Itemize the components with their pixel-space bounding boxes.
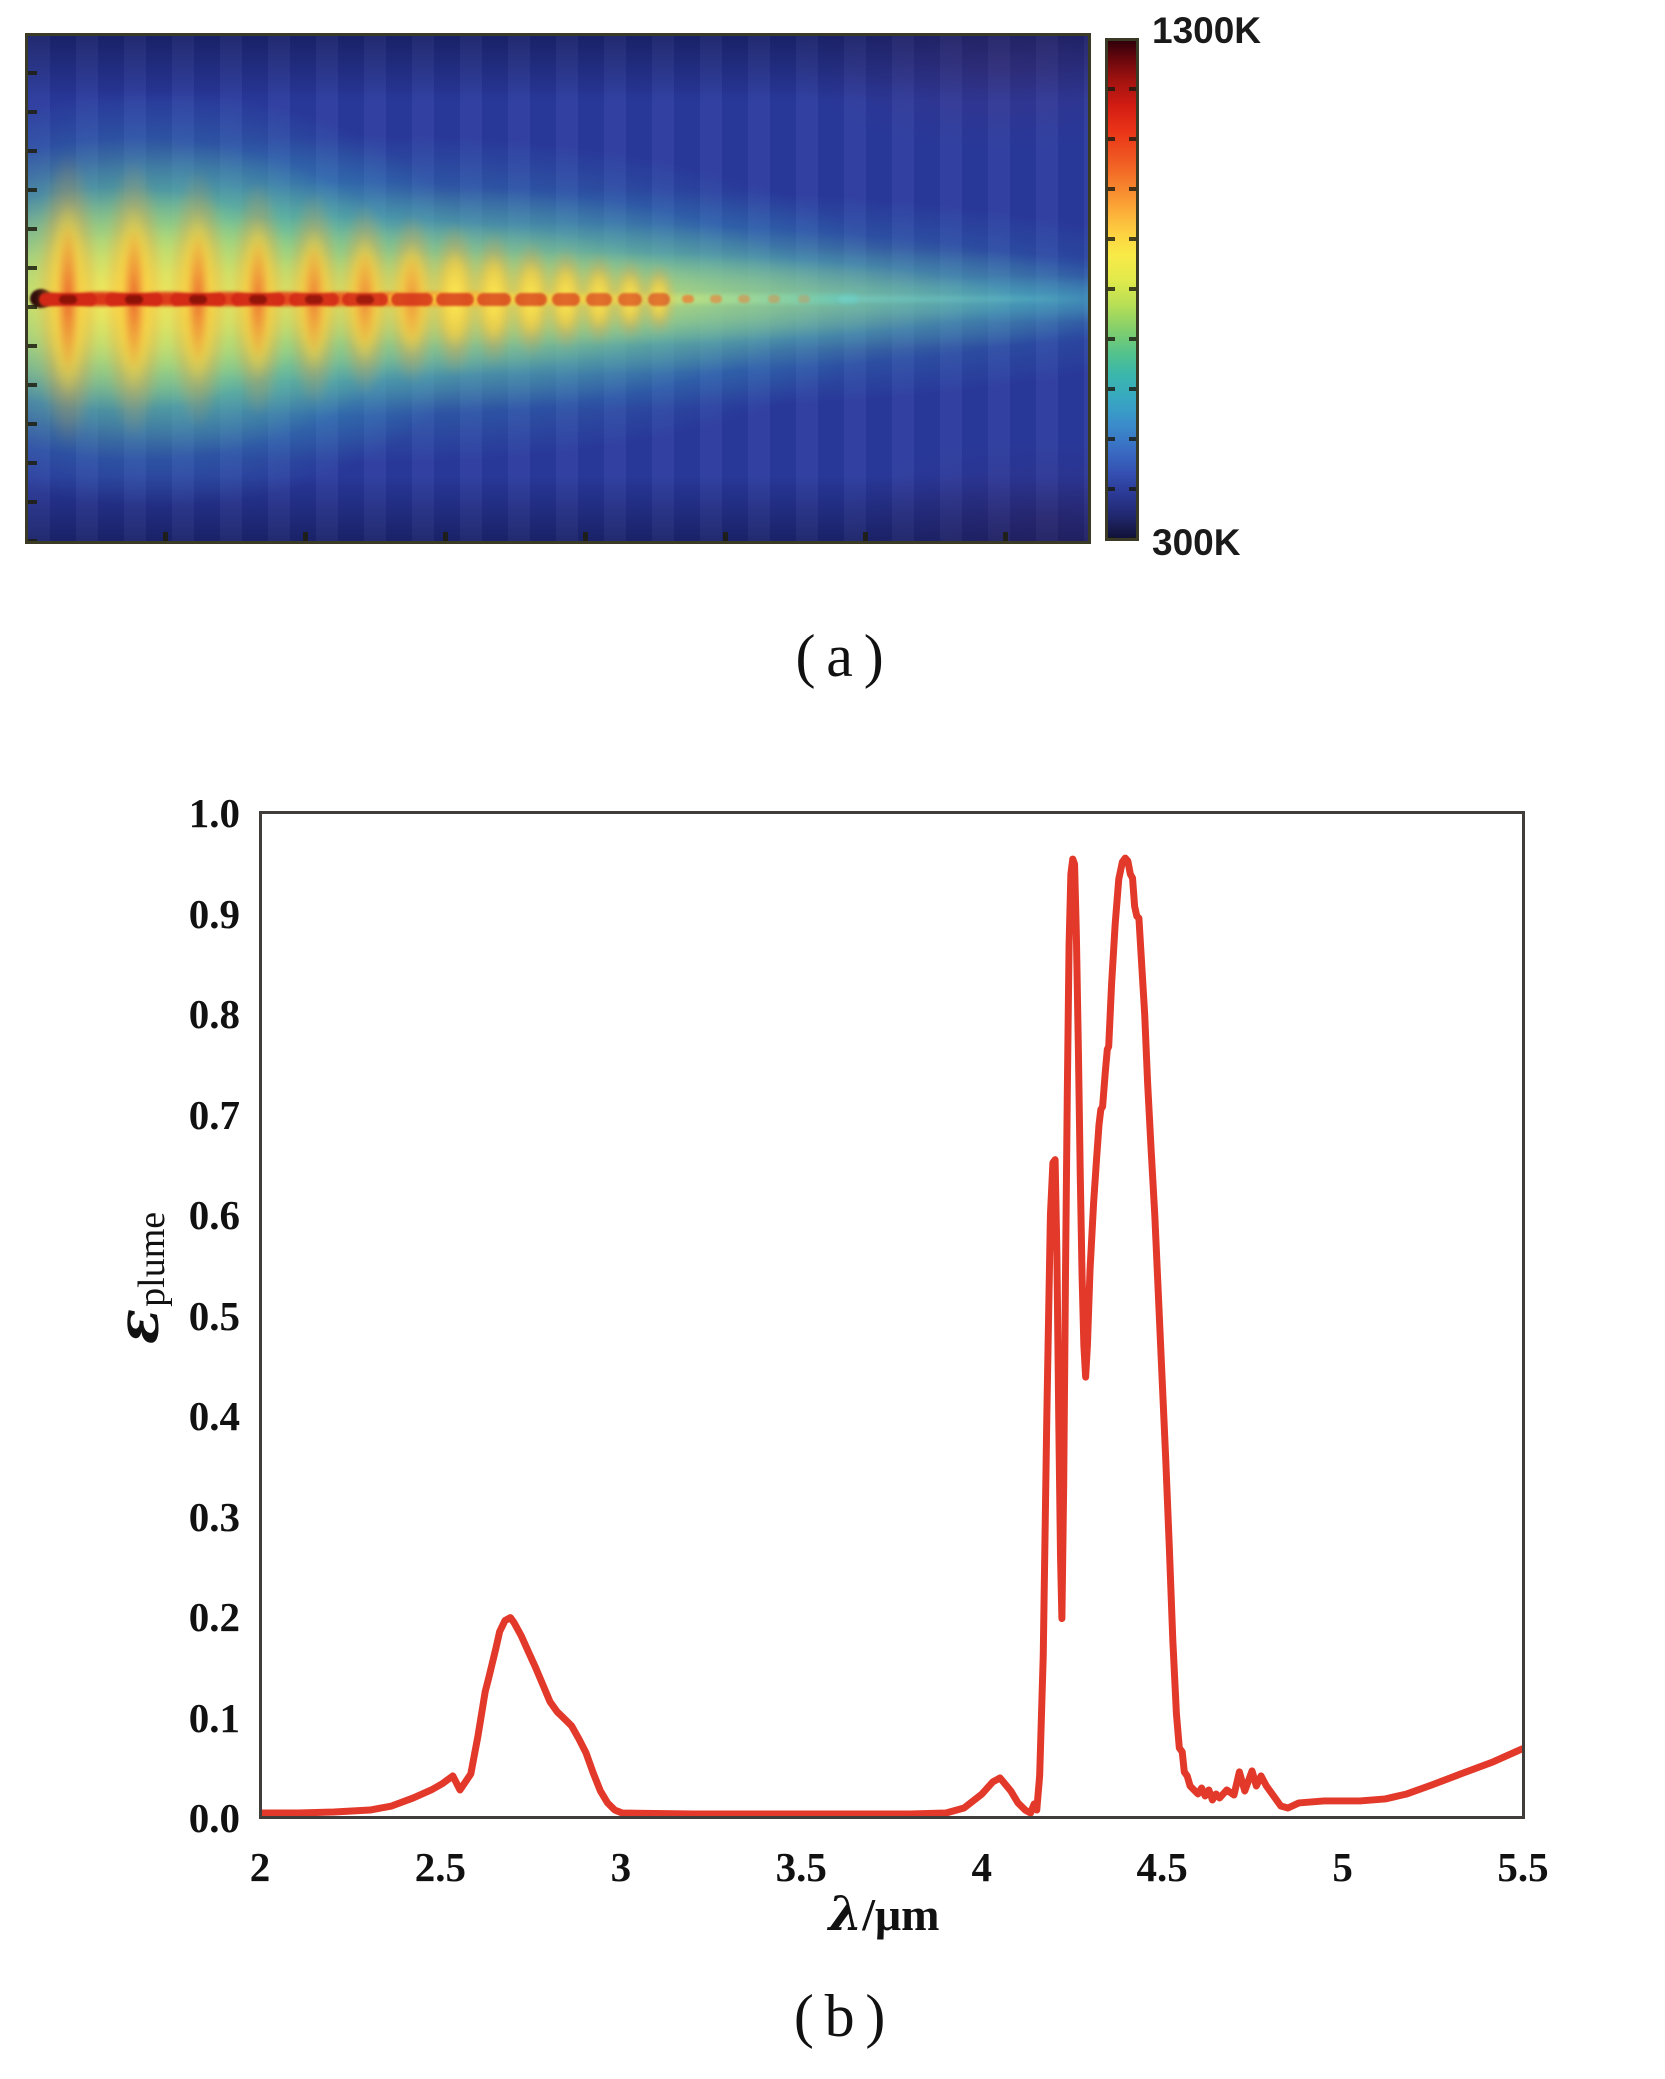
plume-tail-line — [388, 294, 858, 304]
heatmap-x-axis-ticks — [28, 532, 1088, 541]
plume-glow-field — [28, 36, 1088, 541]
temperature-colorbar — [1105, 38, 1139, 541]
x-tick-label: 3.5 — [775, 1844, 827, 1890]
x-tick-label: 5.5 — [1497, 1844, 1549, 1890]
heatmap-y-axis-ticks — [28, 36, 37, 541]
y-axis-title-symbol: ε — [104, 1308, 172, 1345]
x-tick-label: 3 — [610, 1844, 632, 1890]
colorbar-max-label: 1300K — [1152, 10, 1262, 51]
y-tick-label: 0.3 — [188, 1493, 240, 1540]
y-tick-label: 0.5 — [188, 1292, 240, 1339]
y-tick-label: 0.2 — [188, 1594, 240, 1640]
x-tick-label: 2 — [249, 1844, 271, 1890]
x-axis-title-unit: /μm — [862, 1889, 940, 1940]
plot-svg — [262, 854, 1522, 1816]
plot-area — [259, 811, 1525, 1819]
y-tick-label: 0.7 — [188, 1091, 240, 1138]
emissivity-curve — [262, 854, 1522, 1816]
colorbar-min-label: 300K — [1152, 522, 1241, 563]
plume-temperature-heatmap — [25, 33, 1091, 544]
y-tick-label: 0.6 — [188, 1192, 240, 1238]
y-tick-label: 0.0 — [188, 1795, 240, 1841]
panel-a-label: (a) — [795, 623, 895, 689]
y-axis-title-subscript: plume — [131, 1211, 173, 1307]
y-tick-label: 0.9 — [188, 890, 240, 937]
plume-tail-fade — [838, 296, 1088, 302]
x-tick-label: 5 — [1332, 1844, 1353, 1890]
y-axis-title: ε plume — [18, 1158, 258, 1398]
y-tick-label: 0.1 — [188, 1694, 240, 1741]
x-axis-title: λ/μm — [759, 1886, 1009, 1942]
panel-b-label: (b) — [793, 1983, 897, 2049]
colorbar-ticks-left — [1108, 41, 1115, 538]
x-tick-label: 2.5 — [414, 1844, 467, 1890]
y-tick-label: 0.8 — [188, 991, 240, 1037]
y-tick-label: 0.4 — [188, 1393, 240, 1439]
x-tick-label: 4.5 — [1136, 1844, 1188, 1890]
x-axis-title-symbol: λ — [828, 1886, 863, 1942]
y-tick-label: 1.0 — [188, 790, 240, 836]
x-tick-label: 4 — [971, 1844, 992, 1890]
colorbar-ticks-right — [1129, 41, 1136, 538]
